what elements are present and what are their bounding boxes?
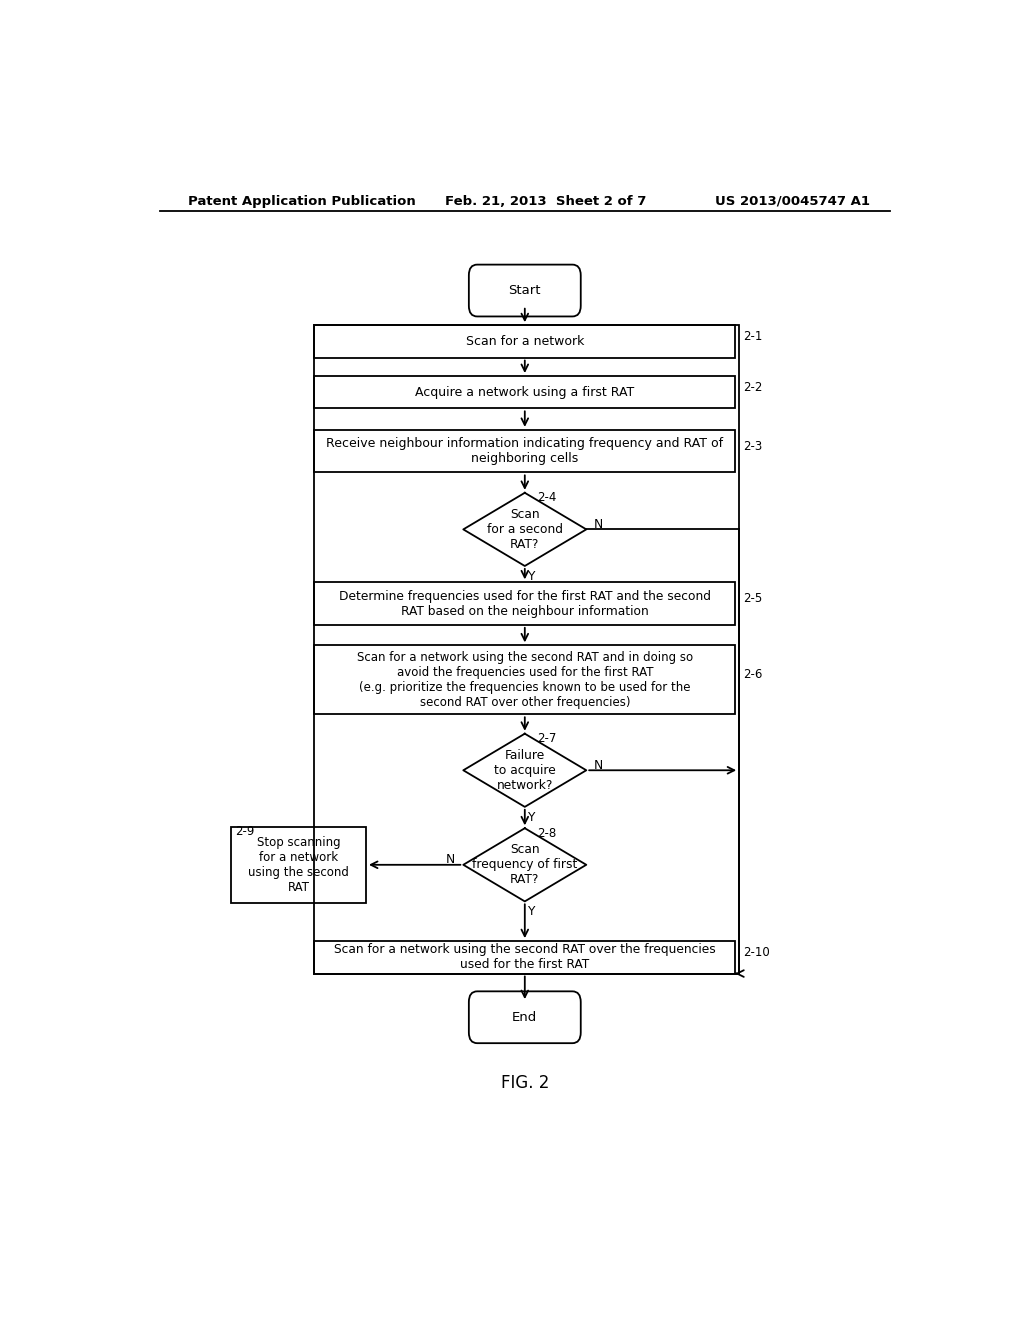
Text: Y: Y [527,570,535,582]
Text: 2-2: 2-2 [743,380,763,393]
Text: 2-5: 2-5 [743,591,762,605]
Text: Scan
frequency of first
RAT?: Scan frequency of first RAT? [472,843,578,886]
Bar [314,325,735,358]
Text: Stop scanning
for a network
using the second
RAT: Stop scanning for a network using the se… [248,836,349,894]
Bar [314,941,735,974]
Text: N: N [594,759,603,772]
Bar [231,826,367,903]
Text: Scan for a network: Scan for a network [466,335,584,348]
Text: N: N [594,517,603,531]
Text: Y: Y [527,810,535,824]
Text: 2-7: 2-7 [537,733,556,746]
Bar [314,325,739,974]
Bar [314,582,735,624]
Text: Scan for a network using the second RAT over the frequencies
used for the first : Scan for a network using the second RAT … [334,944,716,972]
Text: 2-3: 2-3 [743,440,762,453]
Text: Scan for a network using the second RAT and in doing so
avoid the frequencies us: Scan for a network using the second RAT … [356,651,693,709]
Text: Feb. 21, 2013  Sheet 2 of 7: Feb. 21, 2013 Sheet 2 of 7 [445,194,647,207]
Text: 2-4: 2-4 [537,491,556,504]
Text: Y: Y [527,906,535,917]
Text: N: N [446,853,456,866]
Text: Patent Application Publication: Patent Application Publication [187,194,416,207]
Bar [314,376,735,408]
Text: End: End [512,1011,538,1024]
Bar [314,645,735,714]
Text: 2-1: 2-1 [743,330,763,343]
Text: 2-10: 2-10 [743,945,770,958]
Text: US 2013/0045747 A1: US 2013/0045747 A1 [715,194,870,207]
Text: Determine frequencies used for the first RAT and the second
RAT based on the nei: Determine frequencies used for the first… [339,590,711,618]
Text: 2-8: 2-8 [537,826,556,840]
Text: Scan
for a second
RAT?: Scan for a second RAT? [486,508,563,550]
Text: Start: Start [509,284,541,297]
Bar [314,430,735,473]
Text: Receive neighbour information indicating frequency and RAT of
neighboring cells: Receive neighbour information indicating… [327,437,723,465]
Text: 2-6: 2-6 [743,668,763,681]
FancyBboxPatch shape [469,264,581,317]
Text: Acquire a network using a first RAT: Acquire a network using a first RAT [415,385,635,399]
Text: Failure
to acquire
network?: Failure to acquire network? [494,748,556,792]
FancyBboxPatch shape [469,991,581,1043]
Text: 2-9: 2-9 [236,825,255,838]
Text: FIG. 2: FIG. 2 [501,1074,549,1093]
